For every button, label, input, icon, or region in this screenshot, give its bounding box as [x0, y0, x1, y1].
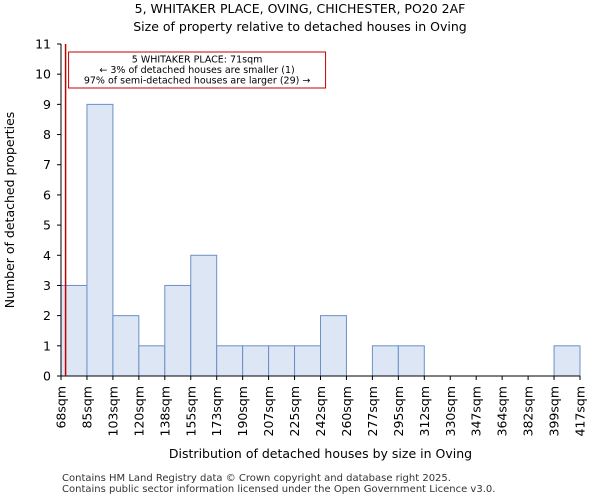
x-tick-label-399sqm: 399sqm [547, 386, 562, 436]
footer-line-1: Contains HM Land Registry data © Crown c… [62, 473, 451, 484]
bar-295sqm [397, 345, 425, 377]
x-tick-label-330sqm: 330sqm [443, 386, 458, 436]
bar-120sqm [138, 345, 166, 377]
bar-242sqm [320, 315, 347, 377]
x-tick-label-312sqm: 312sqm [417, 386, 432, 436]
x-tick-label-190sqm: 190sqm [235, 386, 250, 436]
y-tick-label-1: 1 [43, 338, 51, 353]
x-tick-label-295sqm: 295sqm [391, 386, 406, 436]
bar-155sqm [190, 254, 218, 377]
x-tick-label-173sqm: 173sqm [209, 386, 224, 436]
x-tick-label-207sqm: 207sqm [261, 386, 276, 436]
x-axis-label: Distribution of detached houses by size … [169, 446, 472, 461]
annotation-line-1: 5 WHITAKER PLACE: 71sqm [132, 55, 263, 66]
bar-85sqm [86, 103, 114, 377]
x-tick-label-382sqm: 382sqm [521, 386, 536, 436]
y-tick-label-7: 7 [43, 157, 51, 172]
annotation-box [68, 51, 327, 89]
chart-title: 5, WHITAKER PLACE, OVING, CHICHESTER, PO… [134, 1, 466, 16]
x-tick-label-155sqm: 155sqm [183, 386, 198, 436]
y-tick-label-9: 9 [43, 97, 51, 112]
y-tick-label-0: 0 [43, 369, 51, 384]
bar-103sqm [112, 315, 140, 377]
bar-173sqm [216, 345, 244, 377]
bars-group [60, 103, 581, 377]
y-tick-label-3: 3 [43, 278, 51, 293]
x-ticks-group: 68sqm 85sqm 103sqm 120sqm 138sqm 155sqm 173sqm… [54, 376, 588, 436]
y-axis-label: Number of detached properties [2, 112, 17, 309]
bar-138sqm [164, 284, 192, 377]
x-tick-label-277sqm: 277sqm [365, 386, 380, 436]
y-tick-label-5: 5 [43, 218, 51, 233]
y-tick-label-6: 6 [43, 187, 51, 202]
y-tick-label-11: 11 [35, 37, 51, 52]
x-tick-label-85sqm: 85sqm [79, 386, 94, 429]
x-tick-label-103sqm: 103sqm [105, 386, 120, 436]
x-tick-label-225sqm: 225sqm [287, 386, 302, 436]
x-tick-label-120sqm: 120sqm [131, 386, 146, 436]
annotation-line-2: ← 3% of detached houses are smaller (1) [99, 65, 294, 76]
y-ticks-group: 0 1 2 3 4 5 6 7 8 9 10 11 [35, 37, 61, 384]
x-tick-label-68sqm: 68sqm [54, 386, 69, 429]
x-tick-label-364sqm: 364sqm [495, 386, 510, 436]
y-tick-label-4: 4 [43, 248, 51, 263]
chart-subtitle: Size of property relative to detached ho… [133, 19, 467, 34]
x-tick-label-417sqm: 417sqm [573, 386, 588, 436]
annotation-line-3: 97% of semi-detached houses are larger (… [84, 76, 311, 87]
y-tick-label-8: 8 [43, 127, 51, 142]
x-tick-label-138sqm: 138sqm [157, 386, 172, 436]
bar-399sqm [553, 345, 581, 377]
x-tick-label-242sqm: 242sqm [313, 386, 328, 436]
y-tick-label-10: 10 [35, 67, 51, 82]
footer-line-2: Contains public sector information licen… [62, 484, 496, 495]
bar-277sqm [371, 345, 399, 377]
bar-190sqm [242, 345, 270, 377]
bar-225sqm [294, 345, 321, 377]
x-tick-label-260sqm: 260sqm [339, 386, 354, 436]
x-tick-label-347sqm: 347sqm [469, 386, 484, 436]
bar-207sqm [268, 345, 296, 377]
y-tick-label-2: 2 [43, 308, 51, 323]
marker-group: 5 WHITAKER PLACE: 71sqm← 3% of detached … [64, 44, 327, 376]
